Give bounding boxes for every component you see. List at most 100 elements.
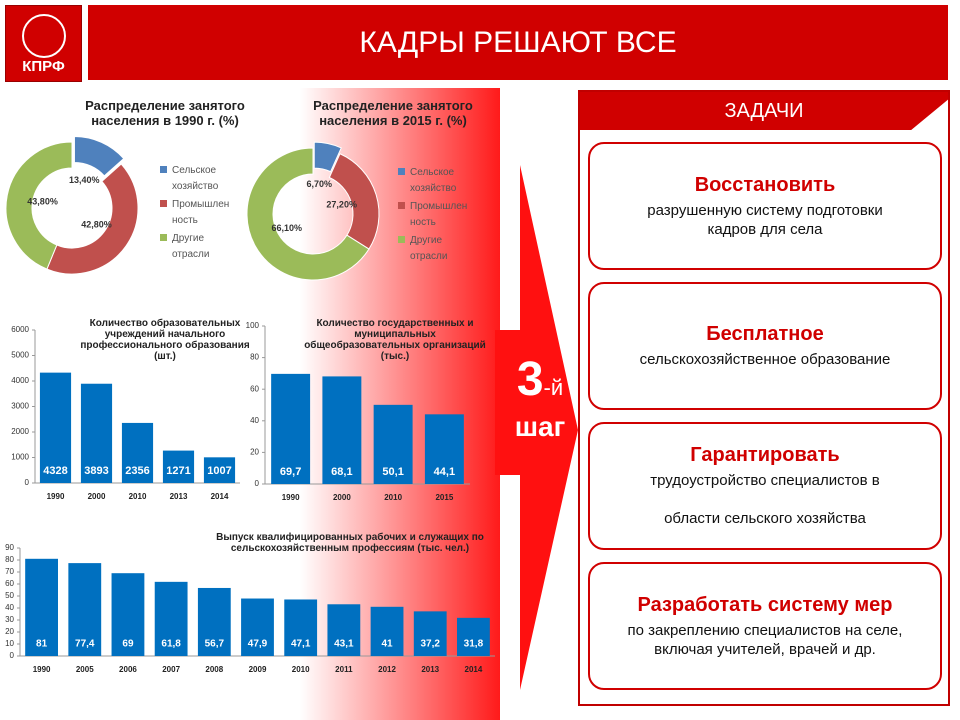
x-tick-label: 2008 [205,665,223,674]
y-tick-label: 10 [5,639,14,648]
task-text: разрушенную систему подготовки кадров дл… [647,201,883,238]
value-label: 43,1 [334,639,354,650]
value-label: 1007 [207,465,231,477]
y-tick-label: 80 [5,555,14,564]
chart-title: Распределение занятого населения в 1990 … [85,98,245,128]
y-tick-label: 3000 [11,402,29,411]
value-label: 13,40% [69,175,100,185]
bar [197,587,231,656]
legend-label: Сельское хозяйство [410,167,457,194]
y-tick-label: 20 [250,448,259,457]
value-label: 47,1 [291,639,311,650]
y-tick-label: 6000 [11,325,29,334]
x-tick-label: 2006 [119,665,137,674]
bar [162,450,195,483]
step-number: 3 [516,353,544,406]
task-box: Восстановить разрушенную систему подготов… [588,142,942,270]
bar [457,617,490,656]
value-label: 81 [36,639,48,650]
x-tick-label: 2000 [88,492,106,501]
y-tick-label: 20 [5,627,14,636]
x-tick-label: 2005 [76,665,94,674]
value-label: 69 [122,639,134,650]
value-label: 77,4 [75,639,95,650]
donut-slice [73,136,125,177]
value-label: 6,70% [307,179,333,189]
bar [413,611,447,656]
bar [424,414,464,484]
value-label: 61,8 [161,639,181,650]
y-tick-label: 70 [5,567,14,576]
legend-label: Промышлен ность [172,199,230,226]
bar [327,604,361,656]
legend-label: Сельское хозяйство [172,165,219,192]
value-label: 43,80% [27,197,58,207]
y-tick-label: 80 [250,353,259,362]
value-label: 56,7 [205,639,225,650]
value-label: 2356 [125,465,149,477]
x-tick-label: 2013 [170,492,188,501]
bar [373,404,413,484]
logo: КПРФ [5,5,82,82]
task-heading: Гарантировать [690,444,840,466]
logo-emblem [22,14,66,58]
bar [370,606,404,656]
legend-swatch [398,168,405,175]
legend-swatch [398,236,405,243]
chart-title: Распределение занятого населения в 2015 … [313,98,473,128]
legend-swatch [160,234,167,241]
y-tick-label: 5000 [11,351,29,360]
bar [39,372,72,483]
value-label: 66,10% [271,223,302,233]
y-tick-label: 40 [5,603,14,612]
legend-swatch [160,166,167,173]
legend-swatch [160,200,167,207]
bar [80,383,113,483]
x-tick-label: 2013 [421,665,439,674]
logo-text: КПРФ [22,58,65,75]
legend-swatch [398,202,405,209]
legend-label: Другие отрасли [410,235,448,262]
y-tick-label: 60 [5,579,14,588]
value-label: 50,1 [382,466,403,478]
x-tick-label: 2009 [249,665,267,674]
x-tick-label: 2010 [384,493,402,502]
bar [121,422,154,483]
x-tick-label: 2012 [378,665,396,674]
bar [25,558,59,656]
value-label: 41 [381,639,393,650]
y-tick-label: 60 [250,384,259,393]
value-label: 27,20% [326,200,357,210]
task-text: трудоустройство специалистов в области с… [650,472,880,527]
value-label: 3893 [84,465,108,477]
y-tick-label: 100 [246,321,260,330]
y-tick-label: 30 [5,615,14,624]
value-label: 4328 [43,465,67,477]
bar [111,573,145,656]
x-tick-label: 2014 [465,665,483,674]
bar [203,457,236,483]
y-tick-label: 0 [25,478,30,487]
x-tick-label: 1990 [47,492,65,501]
y-tick-label: 40 [250,416,259,425]
value-label: 31,8 [464,639,484,650]
x-tick-label: 1990 [33,665,51,674]
title: КАДРЫ РЕШАЮТ ВСЕ [88,5,948,80]
tasks-title: ЗАДАЧИ [580,92,948,130]
bar [154,581,188,656]
bar [68,563,102,656]
value-label: 44,1 [434,466,455,478]
legend-label: Промышлен ность [410,201,468,228]
chart-title: Количество государственных и муниципальн… [304,318,486,362]
task-box: Гарантировать трудоустройство специалисто… [588,422,942,550]
task-text: по закреплению специалистов на селе, вкл… [627,621,903,658]
x-tick-label: 2011 [335,665,353,674]
value-label: 37,2 [420,639,440,650]
step: 3-й шаг [500,352,580,443]
y-tick-label: 90 [5,543,14,552]
step-word: шаг [514,411,566,442]
y-tick-label: 2000 [11,427,29,436]
bar [241,598,274,656]
